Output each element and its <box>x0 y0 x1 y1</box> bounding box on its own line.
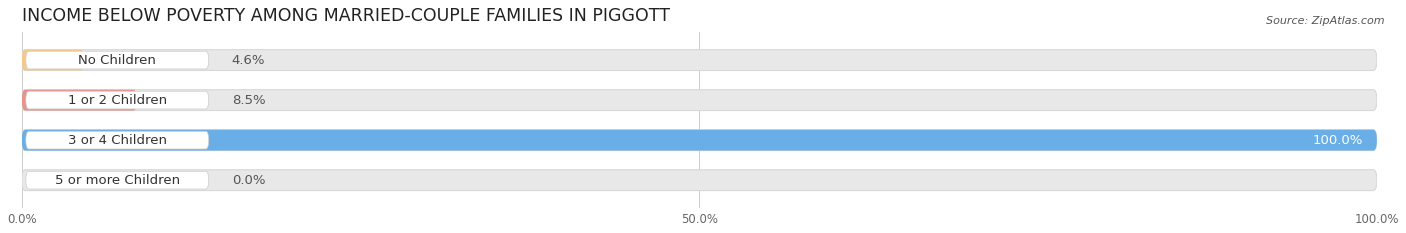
FancyBboxPatch shape <box>25 51 208 69</box>
Text: 100.0%: 100.0% <box>1313 134 1364 147</box>
Text: 0.0%: 0.0% <box>232 174 266 187</box>
Text: 4.6%: 4.6% <box>232 54 266 67</box>
Text: 1 or 2 Children: 1 or 2 Children <box>67 94 167 107</box>
FancyBboxPatch shape <box>21 90 136 110</box>
Text: Source: ZipAtlas.com: Source: ZipAtlas.com <box>1267 16 1385 26</box>
Text: 3 or 4 Children: 3 or 4 Children <box>67 134 167 147</box>
FancyBboxPatch shape <box>25 171 208 189</box>
FancyBboxPatch shape <box>21 170 1376 191</box>
FancyBboxPatch shape <box>25 131 208 149</box>
Text: 5 or more Children: 5 or more Children <box>55 174 180 187</box>
FancyBboxPatch shape <box>21 50 1376 71</box>
FancyBboxPatch shape <box>21 130 1376 151</box>
FancyBboxPatch shape <box>21 130 1376 151</box>
FancyBboxPatch shape <box>25 91 208 109</box>
Text: 8.5%: 8.5% <box>232 94 266 107</box>
FancyBboxPatch shape <box>21 50 84 71</box>
FancyBboxPatch shape <box>21 90 1376 110</box>
Text: No Children: No Children <box>79 54 156 67</box>
Text: INCOME BELOW POVERTY AMONG MARRIED-COUPLE FAMILIES IN PIGGOTT: INCOME BELOW POVERTY AMONG MARRIED-COUPL… <box>21 7 669 25</box>
